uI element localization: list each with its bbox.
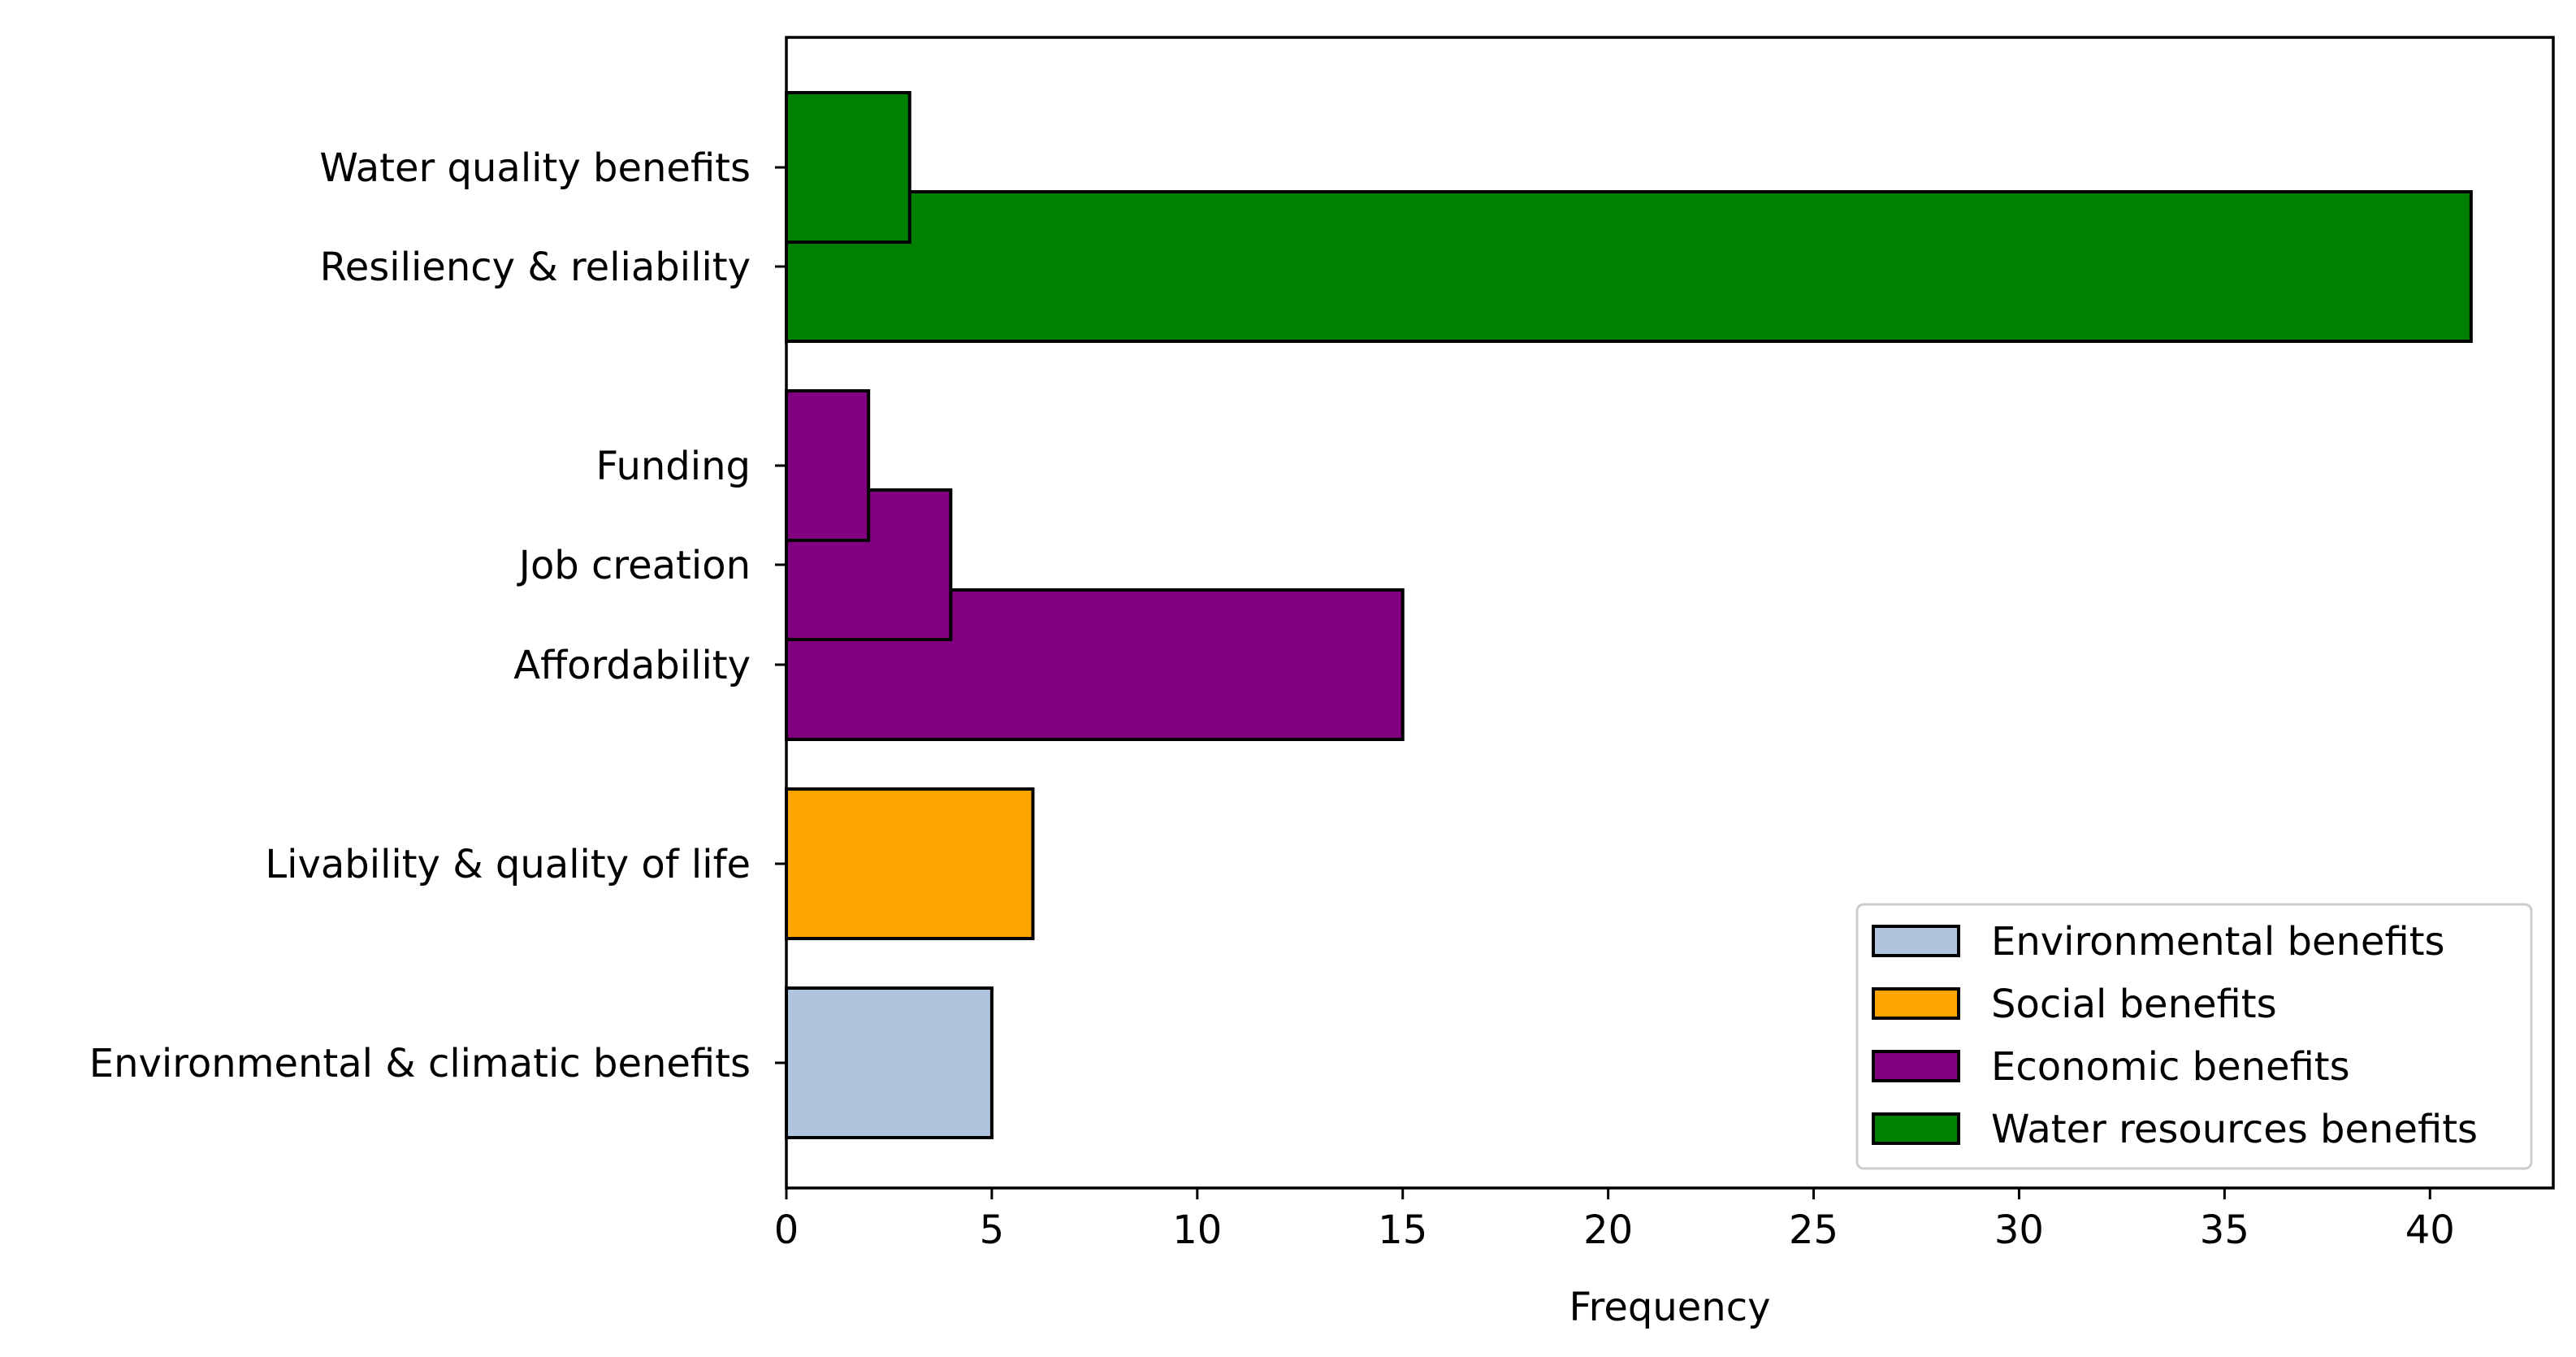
x-tick-label: 20 [1583, 1207, 1633, 1253]
legend-box [1855, 903, 2533, 1170]
x-tick-label: 40 [2405, 1207, 2455, 1253]
bars-layer [785, 91, 2473, 1139]
y-tick-label: Livability & quality of life [265, 842, 751, 887]
legend-swatch-water-resources-benefits [1872, 1112, 1960, 1145]
legend-swatch-economic-benefits [1872, 1050, 1960, 1082]
x-axis: 0 5 10 15 20 25 30 35 40 [774, 1188, 2455, 1253]
y-tick-label: Funding [595, 444, 751, 489]
plot-frame [785, 36, 2555, 1190]
x-tick-label: 0 [774, 1207, 799, 1253]
x-tick-label: 5 [980, 1207, 1005, 1253]
y-tick-label: Affordability [513, 643, 751, 688]
x-tick-label: 30 [1994, 1207, 2044, 1253]
x-tick-label: 10 [1172, 1207, 1222, 1253]
y-tick-label: Resiliency & reliability [320, 245, 751, 290]
bar-funding [785, 389, 871, 542]
legend-label-social-benefits: Social benefits [1991, 982, 2277, 1027]
bar-water-quality-benefits [785, 91, 911, 244]
x-tick-label: 25 [1789, 1207, 1838, 1253]
legend-label-environmental-benefits: Environmental benefits [1991, 919, 2445, 965]
y-tick-label: Environmental & climatic benefits [89, 1041, 751, 1086]
legend-swatch-social-benefits [1872, 987, 1960, 1020]
y-axis: Water quality benefits Resiliency & relia… [89, 145, 786, 1086]
x-axis-label: Frequency [1569, 1285, 1771, 1330]
bar-resiliency-and-reliability [785, 190, 2473, 343]
legend-label-economic-benefits: Economic benefits [1991, 1044, 2350, 1090]
bar-livability-and-quality-of-life [785, 787, 1035, 940]
y-tick-label: Water quality benefits [319, 145, 751, 191]
legend: Environmental benefits Social benefits Eco… [1855, 903, 2533, 1170]
bar-environmental-and-climatic-benefits [785, 986, 994, 1139]
x-tick-label: 35 [2200, 1207, 2249, 1253]
legend-label-water-resources-benefits: Water resources benefits [1991, 1107, 2478, 1152]
legend-swatch-environmental-benefits [1872, 925, 1960, 957]
y-tick-label: Job creation [517, 543, 751, 588]
x-tick-label: 15 [1378, 1207, 1427, 1253]
